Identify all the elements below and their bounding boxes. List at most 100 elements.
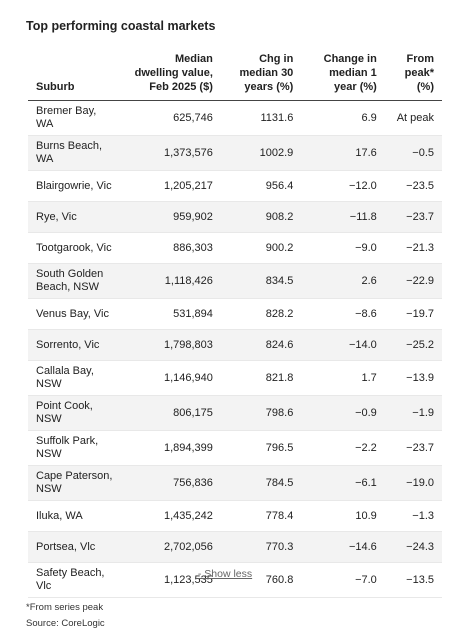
show-less-link[interactable]: - Show less xyxy=(197,568,253,580)
value-cell: 778.4 xyxy=(220,500,302,532)
suburb-cell: Rye, Vic xyxy=(28,201,122,233)
header-cell: Chg in median 30 years (%) xyxy=(220,52,302,101)
value-cell: −1.3 xyxy=(384,500,442,532)
value-cell: 886,303 xyxy=(122,232,221,264)
value-cell: 956.4 xyxy=(220,170,302,202)
value-cell: 2.6 xyxy=(301,263,385,299)
suburb-cell: Portsea, Vlc xyxy=(28,531,122,563)
suburb-cell: South Golden Beach, NSW xyxy=(28,263,122,299)
suburb-cell: Callala Bay, NSW xyxy=(28,360,122,396)
table-row: Blairgowrie, Vic 1,205,217 956.4 −12.0 −23.5 xyxy=(28,170,442,202)
value-cell: At peak xyxy=(384,100,442,136)
value-cell: 531,894 xyxy=(122,298,221,330)
value-cell: −12.0 xyxy=(301,170,385,202)
suburb-cell: Venus Bay, Vic xyxy=(28,298,122,330)
value-cell: 900.2 xyxy=(220,232,302,264)
table-row: Venus Bay, Vic 531,894 828.2 −8.6 −19.7 xyxy=(28,298,442,330)
value-cell: 760.8 xyxy=(220,562,302,598)
value-cell: −23.7 xyxy=(384,201,442,233)
value-cell: −22.9 xyxy=(384,263,442,299)
value-cell: 10.9 xyxy=(301,500,385,532)
suburb-cell: Iluka, WA xyxy=(28,500,122,532)
value-cell: −14.6 xyxy=(301,531,385,563)
suburb-cell: Point Cook, NSW xyxy=(28,395,122,431)
table-row: Rye, Vic 959,902 908.2 −11.8 −23.7 xyxy=(28,201,442,233)
table-row: Portsea, Vlc 2,702,056 770.3 −14.6 −24.3 xyxy=(28,531,442,563)
market-table: Suburb Median dwelling value, Feb 2025 ($… xyxy=(28,52,442,598)
value-cell: −13.9 xyxy=(384,360,442,396)
value-cell: 770.3 xyxy=(220,531,302,563)
value-cell: −9.0 xyxy=(301,232,385,264)
value-cell: 796.5 xyxy=(220,430,302,466)
value-cell: −19.0 xyxy=(384,465,442,501)
source: Source: CoreLogic xyxy=(26,618,105,629)
value-cell: 625,746 xyxy=(122,100,221,136)
value-cell: −0.9 xyxy=(301,395,385,431)
suburb-cell: Cape Paterson, NSW xyxy=(28,465,122,501)
value-cell: 1,798,803 xyxy=(122,329,221,361)
suburb-cell: Sorrento, Vic xyxy=(28,329,122,361)
table-row: Point Cook, NSW 806,175 798.6 −0.9 −1.9 xyxy=(28,395,442,431)
value-cell: 1002.9 xyxy=(220,135,302,171)
value-cell: −14.0 xyxy=(301,329,385,361)
value-cell: 1131.6 xyxy=(220,100,302,136)
value-cell: −7.0 xyxy=(301,562,385,598)
value-cell: −25.2 xyxy=(384,329,442,361)
table-row: South Golden Beach, NSW 1,118,426 834.5 2.6… xyxy=(28,263,442,299)
table-row: Safety Beach, Vlc 1,123,535 760.8 −7.0 −13.5 xyxy=(28,562,442,598)
value-cell: −2.2 xyxy=(301,430,385,466)
value-cell: 821.8 xyxy=(220,360,302,396)
value-cell: −1.9 xyxy=(384,395,442,431)
value-cell: −0.5 xyxy=(384,135,442,171)
value-cell: 1,894,399 xyxy=(122,430,221,466)
table-row: Bremer Bay, WA 625,746 1131.6 6.9 At peak xyxy=(28,100,442,136)
table-row: Iluka, WA 1,435,242 778.4 10.9 −1.3 xyxy=(28,500,442,532)
table-row: Sorrento, Vic 1,798,803 824.6 −14.0 −25.2 xyxy=(28,329,442,361)
table-row: Cape Paterson, NSW 756,836 784.5 −6.1 −19.0 xyxy=(28,465,442,501)
suburb-cell: Bremer Bay, WA xyxy=(28,100,122,136)
value-cell: −23.7 xyxy=(384,430,442,466)
value-cell: 824.6 xyxy=(220,329,302,361)
suburb-cell: Safety Beach, Vlc xyxy=(28,562,122,598)
table-body: Bremer Bay, WA 625,746 1131.6 6.9 At peak Bur… xyxy=(28,100,442,598)
value-cell: 1.7 xyxy=(301,360,385,396)
title: Top performing coastal markets xyxy=(26,19,216,33)
value-cell: −23.5 xyxy=(384,170,442,202)
value-cell: 784.5 xyxy=(220,465,302,501)
header-row: Suburb Median dwelling value, Feb 2025 ($… xyxy=(28,52,442,101)
value-cell: 959,902 xyxy=(122,201,221,233)
value-cell: 828.2 xyxy=(220,298,302,330)
value-cell: −21.3 xyxy=(384,232,442,264)
table-row: Callala Bay, NSW 1,146,940 821.8 1.7 −13.9 xyxy=(28,360,442,396)
value-cell: 908.2 xyxy=(220,201,302,233)
table-row: Burns Beach, WA 1,373,576 1002.9 17.6 −0.5 xyxy=(28,135,442,171)
header-cell: Suburb xyxy=(28,52,122,101)
suburb-cell: Suffolk Park, NSW xyxy=(28,430,122,466)
value-cell: 1,435,242 xyxy=(122,500,221,532)
value-cell: 17.6 xyxy=(301,135,385,171)
table-row: Suffolk Park, NSW 1,894,399 796.5 −2.2 −23.7 xyxy=(28,430,442,466)
value-cell: 6.9 xyxy=(301,100,385,136)
value-cell: −6.1 xyxy=(301,465,385,501)
value-cell: −24.3 xyxy=(384,531,442,563)
suburb-cell: Burns Beach, WA xyxy=(28,135,122,171)
value-cell: −11.8 xyxy=(301,201,385,233)
footnote: *From series peak xyxy=(26,602,104,613)
value-cell: 1,373,576 xyxy=(122,135,221,171)
value-cell: 1,146,940 xyxy=(122,360,221,396)
suburb-cell: Blairgowrie, Vic xyxy=(28,170,122,202)
value-cell: 798.6 xyxy=(220,395,302,431)
header-cell: Median dwelling value, Feb 2025 ($) xyxy=(122,52,221,101)
value-cell: −8.6 xyxy=(301,298,385,330)
suburb-cell: Tootgarook, Vic xyxy=(28,232,122,264)
header-cell: Change in median 1 year (%) xyxy=(301,52,385,101)
value-cell: 756,836 xyxy=(122,465,221,501)
value-cell: 806,175 xyxy=(122,395,221,431)
value-cell: 1,118,426 xyxy=(122,263,221,299)
value-cell: 2,702,056 xyxy=(122,531,221,563)
value-cell: −19.7 xyxy=(384,298,442,330)
header-cell: From peak*(%) xyxy=(384,52,442,101)
value-cell: −13.5 xyxy=(384,562,442,598)
value-cell: 1,205,217 xyxy=(122,170,221,202)
